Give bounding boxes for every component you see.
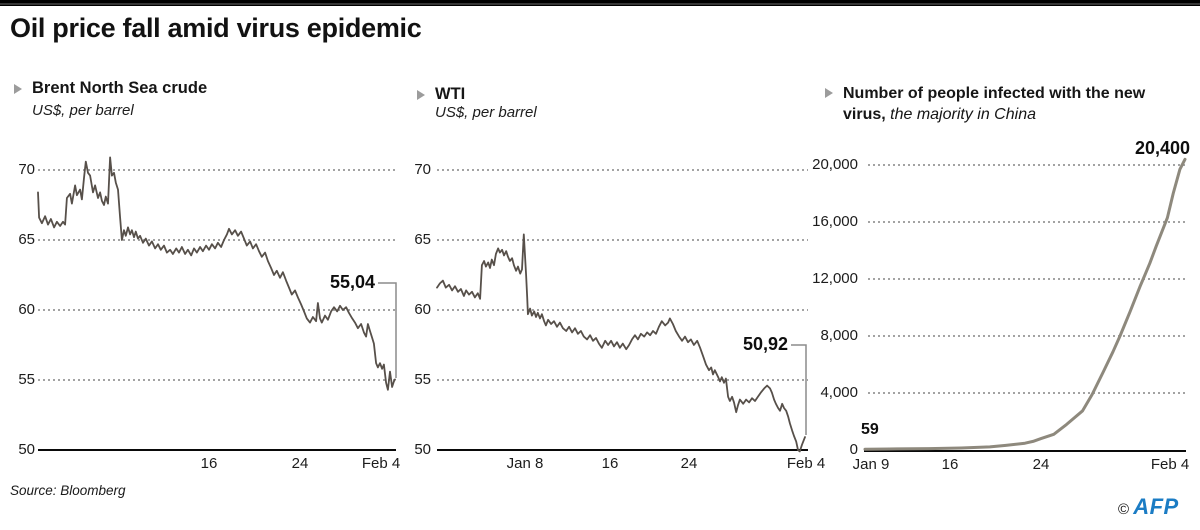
chart1-xtick: 24 xyxy=(291,455,309,472)
bullet-triangle-icon xyxy=(825,88,833,98)
chart2-xtick: 24 xyxy=(680,455,698,472)
chart2-ytick: 65 xyxy=(414,231,431,248)
chart1-end-value-label: 55,04 xyxy=(329,272,375,292)
gridline xyxy=(38,169,395,171)
gridline xyxy=(868,221,1186,223)
top-rule xyxy=(0,0,1200,6)
gridline xyxy=(868,278,1186,280)
chart2-end-value-label: 50,92 xyxy=(742,334,788,354)
chart2-xtick: Feb 4 xyxy=(786,455,826,472)
chart2-xtick: 16 xyxy=(601,455,619,472)
chart3-title-italic: the majority in China xyxy=(890,106,1036,123)
gridline xyxy=(437,379,808,381)
chart3-start-value-label: 59 xyxy=(861,421,879,438)
chart3-ytick: 16,000 xyxy=(812,213,858,230)
virus-infections-line xyxy=(863,157,1187,451)
chart3-ytick: 0 xyxy=(849,441,858,458)
gridline xyxy=(38,239,395,241)
chart2-xtick: Jan 8 xyxy=(506,455,544,472)
chart3-x-axis xyxy=(864,450,1186,452)
chart2-ytick: 60 xyxy=(414,301,431,318)
chart3-ytick: 20,000 xyxy=(812,156,858,173)
chart1-ytick: 60 xyxy=(18,301,35,318)
chart2-ytick: 55 xyxy=(414,371,431,388)
gridline xyxy=(437,169,808,171)
gridline xyxy=(868,335,1186,337)
chart2-subtitle: US$, per barrel xyxy=(435,104,537,121)
chart1-title: Brent North Sea crude xyxy=(32,79,208,97)
chart2-title: WTI xyxy=(435,85,466,103)
chart1-ytick: 55 xyxy=(18,371,35,388)
bullet-triangle-icon xyxy=(417,90,425,100)
chart3-xtick: Feb 4 xyxy=(1150,456,1190,473)
afp-credit: © AFP xyxy=(1118,494,1179,520)
chart1-ytick: 50 xyxy=(18,441,35,458)
chart3-xtick: 16 xyxy=(941,456,959,473)
chart2-ytick: 50 xyxy=(414,441,431,458)
chart3-xtick: Jan 9 xyxy=(852,456,890,473)
gridline xyxy=(868,164,1186,166)
source-note: Source: Bloomberg xyxy=(10,483,126,498)
chart1-annotation-connector xyxy=(378,282,397,378)
chart3-ytick: 12,000 xyxy=(812,270,858,287)
gridline xyxy=(437,309,808,311)
chart1-ytick: 65 xyxy=(18,231,35,248)
chart1-subtitle: US$, per barrel xyxy=(32,102,134,119)
chart1-xtick: 16 xyxy=(200,455,218,472)
chart1-xtick: Feb 4 xyxy=(361,455,401,472)
afp-logo: AFP xyxy=(1133,494,1179,519)
copyright-icon: © xyxy=(1118,501,1130,518)
chart2-ytick: 70 xyxy=(414,161,431,178)
chart3-end-value-label: 20,400 xyxy=(1134,138,1190,158)
page-title: Oil price fall amid virus epidemic xyxy=(10,13,422,43)
chart3-title-bold: Number of people infected with the new v… xyxy=(843,85,1146,123)
chart3-ytick: 4,000 xyxy=(820,384,858,401)
gridline xyxy=(868,392,1186,394)
bullet-triangle-icon xyxy=(14,84,22,94)
chart3-ytick: 8,000 xyxy=(820,327,858,344)
chart2-x-axis xyxy=(437,449,808,451)
gridline xyxy=(38,309,395,311)
chart3-title: Number of people infected with the new v… xyxy=(843,83,1148,125)
gridline xyxy=(437,239,808,241)
chart1-ytick: 70 xyxy=(18,161,35,178)
chart3-xtick: 24 xyxy=(1032,456,1050,473)
chart1-x-axis xyxy=(38,449,396,451)
gridline xyxy=(38,379,395,381)
